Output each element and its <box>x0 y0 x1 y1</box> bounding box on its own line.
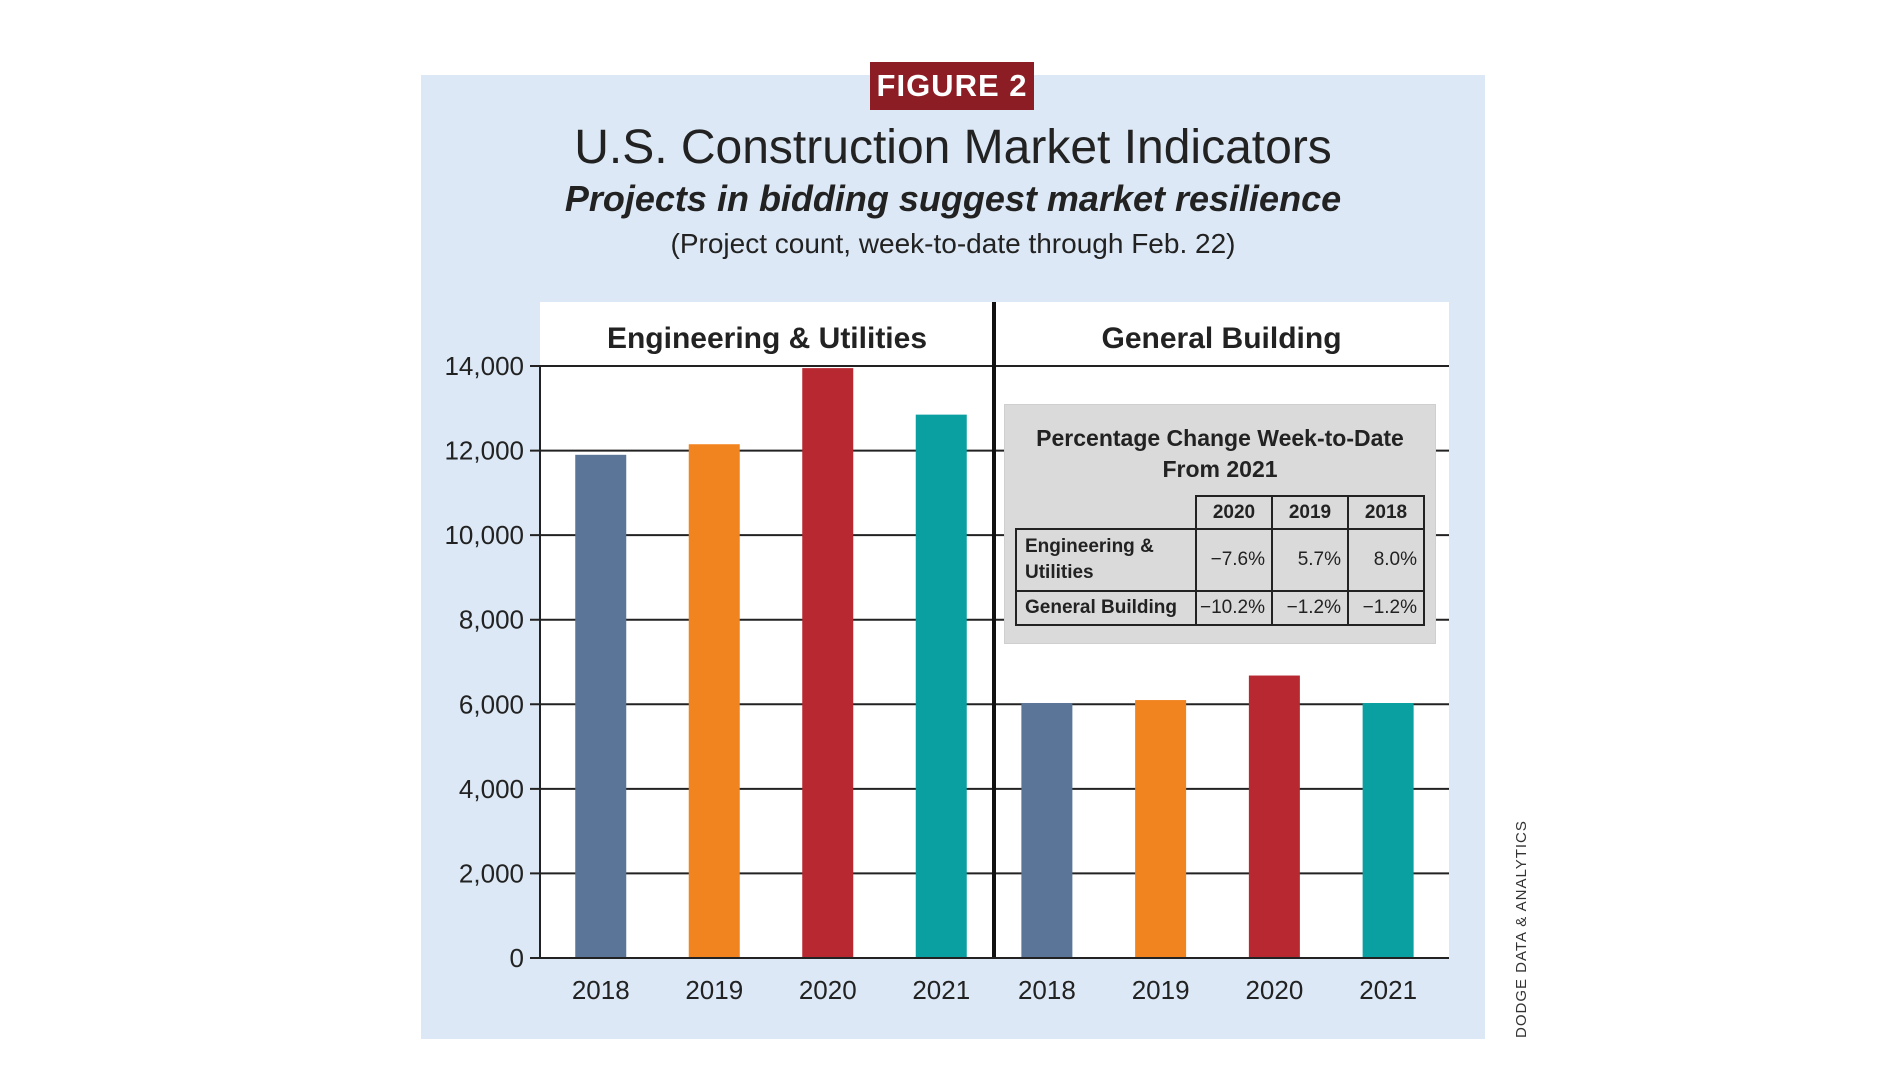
y-tick-label: 6,000 <box>459 689 524 719</box>
y-tick-label: 12,000 <box>444 436 524 466</box>
y-tick-label: 2,000 <box>459 858 524 888</box>
y-tick-label: 10,000 <box>444 520 524 550</box>
x-tick-label: 2019 <box>1132 975 1190 1005</box>
panel-title: General Building <box>1101 322 1341 355</box>
y-tick-label: 4,000 <box>459 774 524 804</box>
bar-gb-2018 <box>1021 703 1073 958</box>
chart-note: (Project count, week-to-date through Feb… <box>670 228 1236 259</box>
cell-eu-2020: −7.6% <box>1195 528 1273 592</box>
x-tick-label: 2020 <box>1245 975 1303 1005</box>
x-tick-label: 2019 <box>685 975 743 1005</box>
header-2020: 2020 <box>1195 495 1273 530</box>
cell-gb-2020: −10.2% <box>1195 590 1273 626</box>
cell-eu-2018: 8.0% <box>1347 528 1425 592</box>
row-label-engineering: Engineering & Utilities <box>1015 528 1197 592</box>
x-tick-label: 2021 <box>912 975 970 1005</box>
row-label-general-building: General Building <box>1015 590 1197 626</box>
figure-label: FIGURE 2 <box>870 62 1034 110</box>
x-tick-label: 2020 <box>799 975 857 1005</box>
bar-gb-2019 <box>1135 700 1187 958</box>
y-tick-label: 14,000 <box>444 351 524 381</box>
panel-title: Engineering & Utilities <box>607 322 927 355</box>
y-tick-label: 0 <box>510 943 524 973</box>
x-tick-label: 2018 <box>572 975 630 1005</box>
bar-eu-2019 <box>688 444 740 958</box>
bar-gb-2020 <box>1248 675 1300 958</box>
cell-gb-2018: −1.2% <box>1347 590 1425 626</box>
header-2018: 2018 <box>1347 495 1425 530</box>
bar-eu-2020 <box>802 368 854 959</box>
header-2019: 2019 <box>1271 495 1349 530</box>
bar-gb-2021 <box>1362 703 1414 958</box>
y-tick-label: 8,000 <box>459 605 524 635</box>
percent-change-box: Percentage Change Week-to-Date From 2021… <box>1005 405 1435 643</box>
bar-eu-2018 <box>575 454 627 958</box>
chart-subtitle: Projects in bidding suggest market resil… <box>564 178 1342 219</box>
cell-eu-2019: 5.7% <box>1271 528 1349 592</box>
x-tick-label: 2021 <box>1359 975 1417 1005</box>
source-credit: DODGE DATA & ANALYTICS <box>1513 820 1530 1038</box>
percent-change-table: 2020 2019 2018 Engineering & Utilities −… <box>1015 495 1425 626</box>
bar-eu-2021 <box>915 414 967 959</box>
chart-title: U.S. Construction Market Indicators <box>574 121 1332 174</box>
x-tick-label: 2018 <box>1018 975 1076 1005</box>
percent-change-title: Percentage Change Week-to-Date From 2021 <box>1036 425 1404 482</box>
cell-gb-2019: −1.2% <box>1271 590 1349 626</box>
